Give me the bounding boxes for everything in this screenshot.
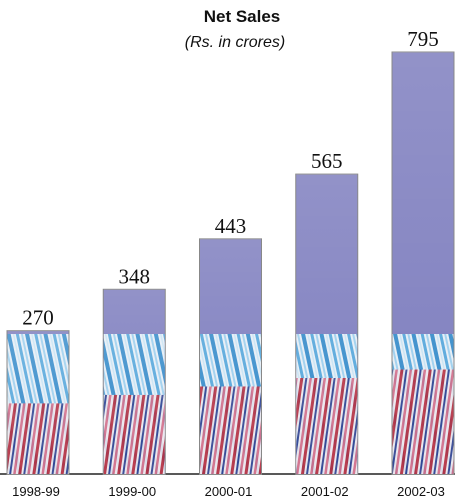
chart-subtitle: (Rs. in crores) <box>185 34 285 51</box>
x-tick-label: 1998-99 <box>12 484 60 499</box>
value-label: 348 <box>119 264 151 288</box>
x-tick-label: 2001-02 <box>301 484 349 499</box>
bar-sheen <box>296 174 358 474</box>
bar-sheen <box>392 52 454 474</box>
x-tick-label: 2002-03 <box>397 484 445 499</box>
value-label: 565 <box>311 149 343 173</box>
value-label: 795 <box>407 27 439 51</box>
x-tick-label: 2000-01 <box>205 484 253 499</box>
bar-sheen <box>200 238 261 474</box>
value-label: 270 <box>22 306 54 330</box>
bar-sheen <box>7 330 69 474</box>
chart-title: Net Sales <box>204 7 281 26</box>
bar-sheen <box>103 289 165 474</box>
value-label: 443 <box>215 214 247 238</box>
x-tick-label: 1999-00 <box>108 484 156 499</box>
